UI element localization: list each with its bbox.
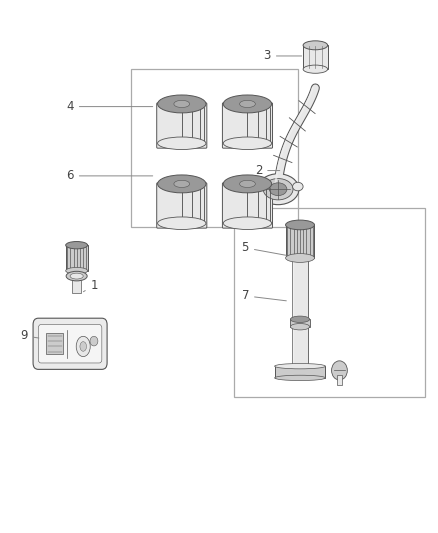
Ellipse shape	[290, 316, 310, 322]
Bar	[275, 366, 325, 378]
FancyBboxPatch shape	[223, 183, 272, 228]
Circle shape	[332, 361, 347, 380]
Bar	[46, 333, 63, 354]
Ellipse shape	[70, 273, 83, 279]
Bar	[286, 225, 314, 258]
Text: 5: 5	[242, 241, 286, 255]
Ellipse shape	[223, 217, 272, 230]
Ellipse shape	[275, 375, 325, 381]
Bar	[290, 319, 310, 327]
Ellipse shape	[223, 95, 272, 113]
FancyBboxPatch shape	[157, 103, 207, 148]
Ellipse shape	[286, 220, 314, 230]
Ellipse shape	[240, 180, 255, 188]
Circle shape	[90, 336, 98, 346]
Text: 7: 7	[241, 289, 286, 302]
Ellipse shape	[174, 100, 190, 108]
Ellipse shape	[66, 241, 88, 249]
Text: 3: 3	[264, 50, 302, 62]
Ellipse shape	[240, 100, 255, 108]
Ellipse shape	[286, 254, 314, 262]
Ellipse shape	[66, 271, 87, 281]
Ellipse shape	[263, 179, 293, 200]
Ellipse shape	[76, 336, 90, 357]
Bar	[292, 258, 308, 321]
Ellipse shape	[174, 180, 190, 188]
Bar	[72, 280, 81, 293]
Ellipse shape	[80, 342, 86, 351]
FancyBboxPatch shape	[33, 318, 107, 369]
Bar	[234, 208, 425, 397]
Ellipse shape	[223, 137, 272, 150]
Ellipse shape	[275, 364, 325, 369]
Ellipse shape	[158, 175, 206, 193]
Ellipse shape	[257, 174, 299, 205]
Bar	[66, 245, 88, 271]
Bar	[131, 69, 298, 227]
Text: 2: 2	[254, 164, 280, 177]
Ellipse shape	[290, 324, 310, 330]
Bar	[70, 271, 84, 276]
Ellipse shape	[303, 41, 328, 50]
Ellipse shape	[158, 217, 206, 230]
Text: 9: 9	[20, 329, 39, 342]
Ellipse shape	[223, 175, 272, 193]
Ellipse shape	[66, 268, 88, 274]
Ellipse shape	[269, 183, 287, 196]
Ellipse shape	[303, 65, 328, 73]
Text: 1: 1	[83, 279, 98, 292]
Ellipse shape	[293, 182, 303, 191]
Text: 6: 6	[66, 169, 153, 182]
FancyBboxPatch shape	[157, 183, 207, 228]
Ellipse shape	[158, 95, 206, 113]
Text: 4: 4	[66, 100, 153, 113]
Bar	[337, 375, 342, 385]
Bar	[303, 45, 328, 69]
Bar	[292, 327, 308, 366]
FancyBboxPatch shape	[39, 325, 102, 363]
FancyBboxPatch shape	[223, 103, 272, 148]
Ellipse shape	[158, 137, 206, 150]
